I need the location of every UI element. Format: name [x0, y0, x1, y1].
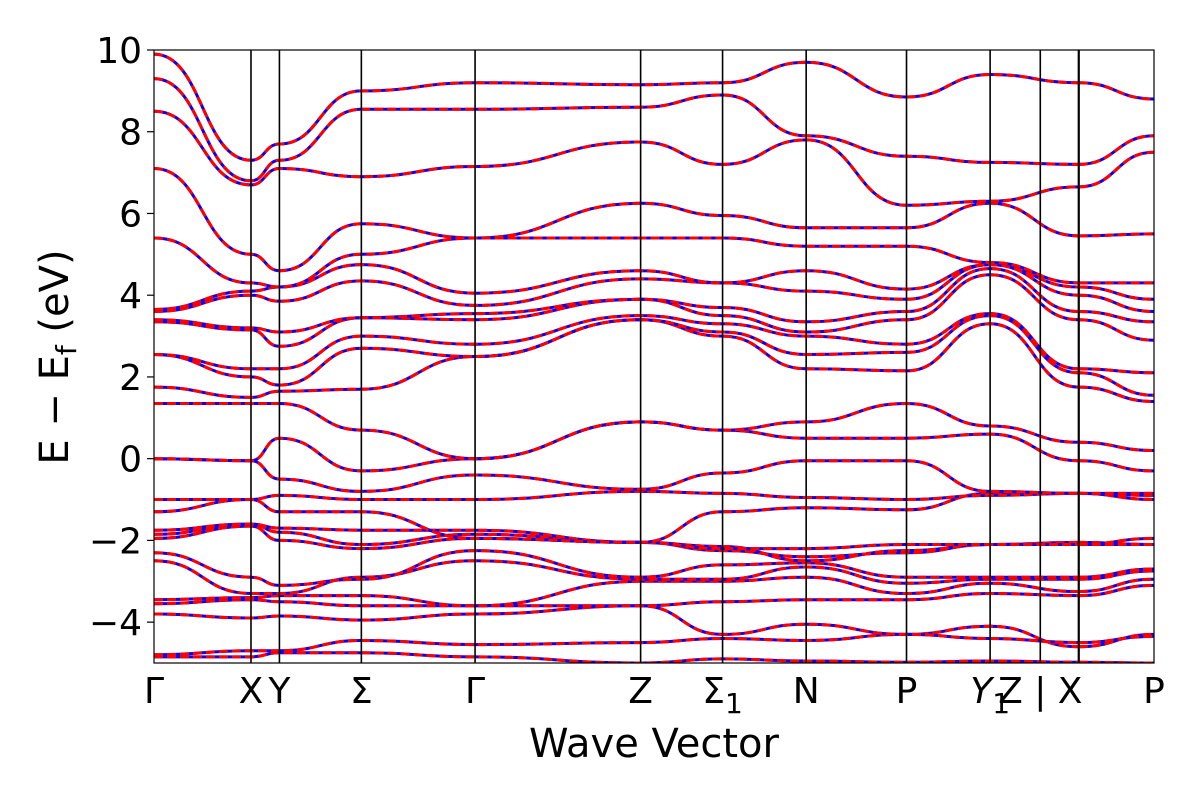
- band-7-dashed-segment-1: [154, 549, 1079, 587]
- y-tick-label: −2: [89, 521, 142, 562]
- band-4-dashed-segment-2: [1078, 583, 1154, 598]
- band-25-dashed-segment-2: [1078, 150, 1154, 189]
- y-tick-label: −4: [89, 603, 142, 644]
- y-axis-label-subscript: f: [50, 344, 83, 355]
- band-12-dashed-segment-2: [1078, 491, 1154, 497]
- band-15-dashed-segment-1: [154, 401, 1079, 461]
- band-6-dashed-segment-2: [1078, 569, 1154, 581]
- band-27-dashed-segment-1: [154, 52, 1079, 162]
- x-tick-label: Γ: [465, 671, 485, 712]
- x-tick-label: X: [239, 671, 264, 712]
- kpoint-lines: [250, 50, 1042, 663]
- band-11-dashed-segment-1: [154, 491, 1079, 544]
- band-5-dashed-segment-2: [1078, 577, 1154, 593]
- band-6-dashed-segment-1: [154, 559, 1079, 595]
- band-24-solid-segment-2: [1078, 232, 1154, 238]
- band-14-dashed-segment-2: [1078, 459, 1154, 473]
- band-1-dashed-segment-1: [154, 651, 1079, 663]
- plot-frame: [153, 49, 1155, 664]
- y-tick-label: 2: [119, 358, 142, 399]
- y-axis-label: E − Ef (eV): [32, 249, 83, 464]
- band-27-dashed-segment-2: [1078, 81, 1154, 101]
- band-lines: [154, 52, 1154, 663]
- band-14-solid-segment-2: [1078, 459, 1154, 473]
- x-tick-label: Σ1: [702, 671, 743, 720]
- band-13-dashed-segment-1: [154, 457, 1079, 495]
- band-22-dashed-segment-2: [1078, 285, 1154, 301]
- x-axis-ticks: Γ X Y Σ Γ Z Σ1 N P Y1Z | X P: [144, 671, 1165, 720]
- band-14-solid-segment-1: [154, 420, 1079, 473]
- band-24-solid-segment-1: [154, 167, 1079, 273]
- band-3-dashed-segment-1: [154, 604, 1079, 645]
- band-24-dashed-segment-1: [154, 167, 1079, 273]
- band-27-solid-segment-2: [1078, 81, 1154, 101]
- band-10-dashed-segment-1: [154, 522, 1079, 551]
- y-axis-label-unit: (eV): [32, 249, 78, 332]
- band-2-dashed-segment-2: [1078, 632, 1154, 649]
- band-7-dashed-segment-2: [1078, 567, 1154, 579]
- band-3-dashed-segment-2: [1078, 634, 1154, 645]
- band-16-dashed-segment-2: [1078, 385, 1154, 403]
- band-26-dashed-segment-1: [154, 77, 1079, 183]
- x-tick-label: Γ: [144, 671, 164, 712]
- x-tick-label: Σ: [350, 671, 373, 712]
- band-5-dashed-segment-1: [154, 575, 1079, 608]
- x-tick-label: N: [793, 671, 820, 712]
- band-15-solid-segment-2: [1078, 440, 1154, 452]
- x-tick-label: P: [1143, 671, 1165, 712]
- band-7-solid-segment-1: [154, 549, 1079, 587]
- band-24-dashed-segment-2: [1078, 232, 1154, 238]
- band-17-dashed-segment-1: [154, 314, 1079, 387]
- band-26-dashed-segment-2: [1078, 134, 1154, 166]
- band-2-dashed-segment-1: [154, 624, 1079, 657]
- y-tick-label: 10: [96, 31, 142, 72]
- band-20-dashed-segment-1: [154, 267, 1079, 334]
- band-20-dashed-segment-2: [1078, 310, 1154, 324]
- band-21-dashed-segment-1: [154, 263, 1079, 313]
- y-tick-label: 4: [119, 276, 142, 317]
- band-19-dashed-segment-2: [1078, 318, 1154, 342]
- y-axis-ticks: −4 −2 0 2 4 6 8 10: [89, 31, 154, 644]
- band-11-dashed-segment-2: [1078, 491, 1154, 501]
- band-17-solid-segment-1: [154, 314, 1079, 387]
- band-17-dashed-segment-2: [1078, 371, 1154, 397]
- x-tick-label: Y1: [970, 671, 1010, 720]
- y-tick-label: 8: [119, 113, 142, 154]
- y-tick-label: 6: [119, 194, 142, 235]
- x-axis-label: Wave Vector: [529, 721, 780, 767]
- band-14-dashed-segment-1: [154, 420, 1079, 473]
- band-26-solid-segment-1: [154, 77, 1079, 183]
- band-21-dashed-segment-2: [1078, 293, 1154, 313]
- band-23-dashed-segment-1: [154, 236, 1079, 289]
- x-tick-label: P: [896, 671, 918, 712]
- x-tick-label: Y: [267, 671, 291, 712]
- band-10-dashed-segment-2: [1078, 536, 1154, 546]
- x-tick-label: Z | X: [998, 671, 1082, 712]
- x-tick-label: Z: [628, 671, 653, 712]
- y-axis-label-main: E − E: [32, 355, 78, 465]
- plot-area: [153, 49, 1155, 664]
- y-tick-label: 0: [119, 440, 142, 481]
- band-11-solid-segment-1: [154, 491, 1079, 544]
- band-18-dashed-segment-2: [1078, 367, 1154, 375]
- band-15-dashed-segment-2: [1078, 440, 1154, 452]
